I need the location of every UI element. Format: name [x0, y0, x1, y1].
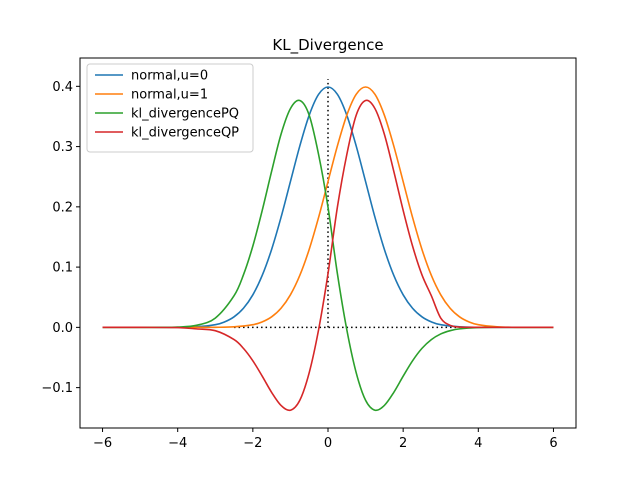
y-axis: −0.1 0.0 0.1 0.2 0.3 0.4 — [41, 80, 80, 396]
legend-label: normal,u=0 — [131, 69, 208, 84]
y-tick-label: 0.3 — [52, 140, 73, 155]
legend-label: normal,u=1 — [131, 88, 208, 103]
x-tick-label: −2 — [243, 436, 262, 451]
series-line-3 — [102, 99, 554, 412]
x-tick-label: 4 — [474, 436, 482, 451]
y-tick-label: 0.0 — [52, 321, 73, 336]
x-tick-label: 0 — [324, 436, 332, 451]
legend: normal,u=0 normal,u=1 kl_divergencePQ kl_di… — [86, 63, 254, 153]
y-tick-label: −0.1 — [41, 381, 73, 396]
series-line-2 — [102, 86, 554, 329]
series-line-1 — [102, 86, 554, 329]
x-tick-label: −6 — [93, 436, 112, 451]
plot-area — [102, 79, 554, 412]
x-axis: −6 −4 −2 0 2 4 6 — [93, 428, 558, 451]
x-tick-label: 2 — [399, 436, 407, 451]
x-tick-label: 6 — [549, 436, 557, 451]
legend-box — [86, 63, 254, 153]
legend-label: kl_divergenceQP — [131, 126, 239, 141]
y-tick-label: 0.2 — [52, 200, 73, 215]
y-tick-label: 0.4 — [52, 80, 73, 95]
series-line-4 — [102, 99, 554, 412]
x-tick-label: −4 — [168, 436, 187, 451]
legend-label: kl_divergencePQ — [131, 107, 239, 122]
y-tick-label: 0.1 — [52, 261, 73, 276]
chart-title: KL_Divergence — [272, 36, 383, 55]
